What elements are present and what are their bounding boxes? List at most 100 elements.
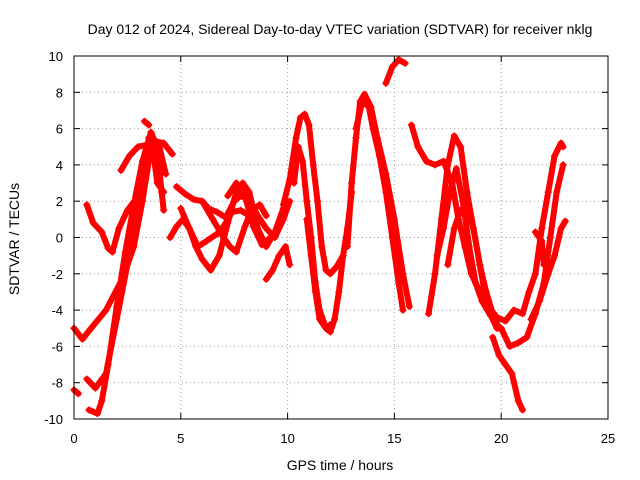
series-prn-e xyxy=(83,195,140,256)
data-point xyxy=(215,252,223,260)
data-point xyxy=(538,237,546,245)
data-point xyxy=(262,224,270,232)
data-point xyxy=(525,288,533,296)
series-prn-ac xyxy=(531,228,548,269)
data-point xyxy=(395,56,403,64)
data-point xyxy=(213,208,221,216)
data-point xyxy=(121,248,129,256)
y-tick-label: 8 xyxy=(56,85,63,100)
data-point xyxy=(254,212,262,220)
data-point xyxy=(450,224,458,232)
data-point xyxy=(544,188,552,196)
data-point xyxy=(457,143,465,151)
data-point xyxy=(335,288,343,296)
y-tick-label: 10 xyxy=(49,49,63,64)
data-point xyxy=(557,224,565,232)
data-point xyxy=(198,197,206,205)
data-point xyxy=(239,179,247,187)
data-point xyxy=(232,188,240,196)
data-point xyxy=(85,406,93,414)
data-point xyxy=(262,275,270,283)
data-point xyxy=(546,234,554,241)
data-point xyxy=(501,317,509,325)
series-prn-y xyxy=(489,333,527,414)
data-point xyxy=(444,261,452,269)
data-point xyxy=(553,188,561,196)
data-point xyxy=(561,217,569,225)
data-point xyxy=(123,206,131,214)
data-point xyxy=(104,361,112,369)
series-prn-x xyxy=(444,201,490,305)
data-point xyxy=(459,197,467,205)
axes: 0 5 10 15 20 25 -10 -8 -6 -4 -2 0 2 4 6 8 10 xyxy=(44,49,615,446)
data-point xyxy=(476,261,484,269)
data-point xyxy=(281,243,289,251)
data-point xyxy=(198,255,206,263)
x-tick-label: 25 xyxy=(601,431,615,446)
data-point xyxy=(241,223,249,231)
data-point xyxy=(326,328,334,336)
data-point xyxy=(296,114,304,122)
data-point xyxy=(358,97,366,105)
data-point xyxy=(452,165,460,173)
data-point xyxy=(544,270,552,278)
data-point xyxy=(262,212,270,220)
y-tick-label: -10 xyxy=(44,412,63,427)
data-point xyxy=(431,161,439,169)
data-point xyxy=(153,179,161,187)
data-point xyxy=(83,201,91,209)
series-prn-g xyxy=(145,134,168,196)
series-prn-z xyxy=(484,139,567,325)
data-point xyxy=(207,266,215,274)
data-point xyxy=(457,206,465,214)
data-point xyxy=(508,370,516,378)
data-point xyxy=(249,223,257,231)
data-point xyxy=(388,63,396,71)
data-point xyxy=(267,234,275,241)
series-prn-t xyxy=(382,56,409,87)
series-trace xyxy=(382,56,409,87)
data-point xyxy=(305,121,313,129)
x-tick-label: 15 xyxy=(387,431,401,446)
series-prn-n xyxy=(262,243,294,283)
data-point xyxy=(303,197,311,205)
data-point xyxy=(226,243,234,251)
data-point xyxy=(365,103,373,111)
data-point xyxy=(232,248,240,256)
data-point xyxy=(343,243,351,251)
x-tick-label: 10 xyxy=(280,431,294,446)
data-point xyxy=(237,206,245,214)
data-point xyxy=(401,59,409,67)
data-point xyxy=(160,139,168,147)
data-point xyxy=(414,143,422,151)
data-point xyxy=(551,152,559,160)
data-point xyxy=(405,302,413,310)
gridlines xyxy=(74,56,608,419)
data-point xyxy=(322,324,330,332)
data-point xyxy=(514,397,522,405)
data-point xyxy=(194,243,202,251)
data-point xyxy=(557,139,565,147)
data-point xyxy=(83,375,91,383)
data-point xyxy=(484,302,492,310)
series-prn-o xyxy=(279,110,347,278)
chart-title: Day 012 of 2024, Sidereal Day-to-day VTE… xyxy=(88,21,593,37)
data-point xyxy=(382,79,390,87)
data-point xyxy=(559,143,567,151)
data-point xyxy=(89,219,97,227)
x-tick-label: 20 xyxy=(494,431,508,446)
data-point xyxy=(98,397,106,405)
data-point xyxy=(286,261,294,269)
data-point xyxy=(153,143,161,151)
data-point xyxy=(245,188,253,196)
data-point xyxy=(290,179,298,187)
data-point xyxy=(519,310,527,318)
data-point xyxy=(168,150,176,158)
data-point xyxy=(463,188,471,196)
data-point xyxy=(292,134,300,142)
y-tick-label: 6 xyxy=(56,122,63,137)
x-axis-title: GPS time / hours xyxy=(287,457,394,473)
data-point xyxy=(536,297,544,305)
data-point xyxy=(279,215,287,223)
